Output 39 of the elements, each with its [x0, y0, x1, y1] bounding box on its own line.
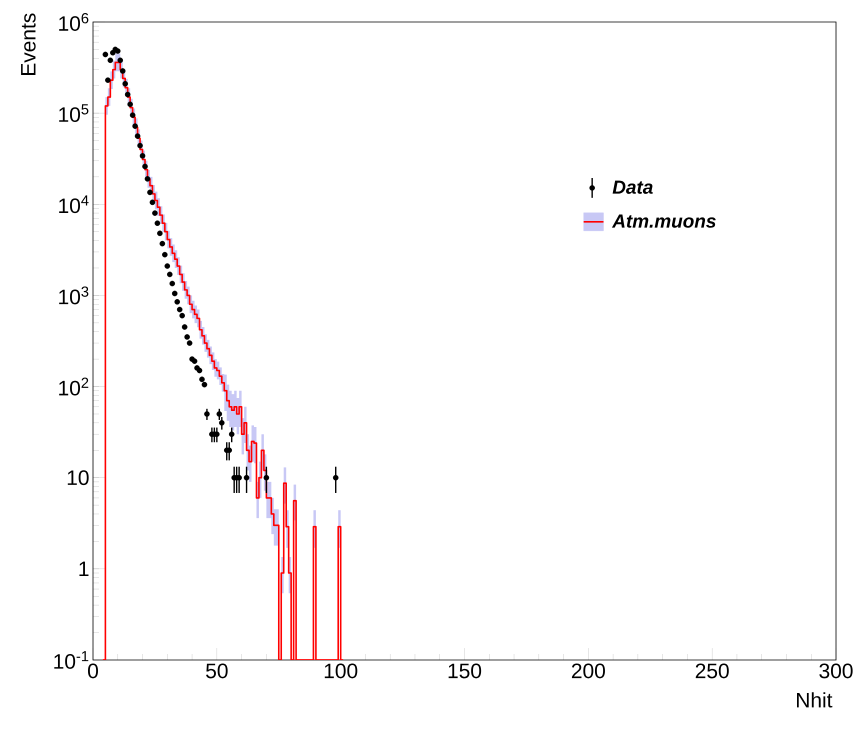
point	[122, 80, 128, 87]
point	[127, 102, 133, 108]
x-tick-label: 100	[324, 664, 358, 678]
point	[154, 220, 160, 226]
point	[164, 263, 170, 269]
y-tick-label: 10$^{-1}$	[54, 651, 88, 669]
y-tick-label: 1	[79, 562, 88, 576]
point	[117, 57, 124, 64]
point	[219, 420, 225, 426]
point	[204, 411, 210, 417]
point	[169, 280, 176, 286]
point	[244, 474, 250, 480]
point	[174, 299, 180, 305]
legend-label: Atm.muons	[612, 214, 716, 228]
x-tick-label: 50	[206, 664, 228, 678]
y-tick-label: 10$^{4}$	[59, 195, 89, 214]
legend-label: Data	[612, 180, 653, 194]
x-tick-label: 200	[572, 664, 605, 678]
point	[108, 57, 114, 64]
x-tick-label: 0	[88, 664, 98, 678]
y-tick-label: 10$^{3}$	[59, 286, 88, 304]
point	[264, 474, 270, 480]
y-tick-label: 10$^{6}$	[59, 13, 88, 31]
point	[114, 48, 121, 54]
x-axis-title: Nhit	[797, 692, 832, 708]
y-axis-title: Events	[21, 14, 36, 75]
y-tick-label: 10$^{2}$	[59, 378, 88, 396]
point	[332, 474, 339, 480]
y-tick-label: 10	[68, 470, 89, 486]
point	[166, 272, 173, 278]
x-tick-label: 150	[448, 664, 482, 678]
point	[120, 68, 126, 74]
x-tick-label: 250	[696, 664, 729, 678]
point	[216, 411, 222, 417]
x-tick-label: 300	[819, 664, 853, 678]
point	[228, 431, 234, 437]
point	[172, 290, 178, 296]
point	[176, 306, 182, 312]
y-tick-label: 10$^{5}$	[59, 104, 88, 122]
